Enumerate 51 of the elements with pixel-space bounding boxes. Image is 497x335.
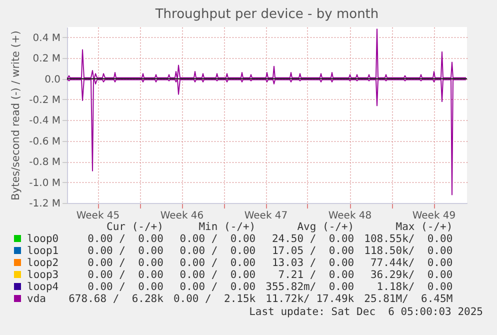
text: 25.81M/ 6.45M	[363, 293, 453, 305]
text: Cur (-/+)	[106, 221, 164, 233]
text: 0.00 / 0.00	[86, 245, 164, 257]
text: 678.68 / 6.28k	[68, 293, 164, 305]
y-tick-label: -0.2 M	[29, 94, 60, 106]
x-tick-label: Week 48	[328, 210, 372, 222]
text: 36.29k/ 0.00	[369, 269, 453, 281]
text: 0.00 / 0.00	[178, 245, 256, 257]
y-tick-label: -1.0 M	[29, 178, 60, 189]
text: 24.50 / 0.00	[270, 233, 354, 245]
text: 0.00 / 0.00	[178, 257, 256, 269]
x-tick-label: Week 49	[412, 210, 456, 222]
legend-label: vda	[26, 293, 47, 305]
text: Min (-/+)	[198, 221, 256, 233]
text: Last update: Sat Dec 6 05:00:03 2025	[249, 306, 483, 318]
text: Max (-/+)	[394, 221, 453, 233]
legend-label: loop4	[26, 281, 59, 293]
x-tick-label: Week 47	[244, 210, 288, 222]
text: 11.72k/ 17.49k	[264, 293, 354, 305]
text: Avg (-/+)	[296, 221, 354, 233]
x-tick-label: Week 45	[76, 210, 120, 222]
text: 355.82m/ 0.00	[264, 281, 354, 293]
y-tick-label: 0.0	[44, 74, 60, 86]
text: 0.00 / 0.00	[86, 281, 164, 293]
text: 0.00 / 0.00	[178, 233, 256, 245]
text: 118.50k/ 0.00	[363, 245, 453, 257]
text: 108.55k/ 0.00	[363, 233, 453, 245]
y-tick-label: -0.4 M	[29, 116, 60, 127]
chart-title: Throughput per device - by month	[154, 7, 379, 22]
text: 7.21 / 0.00	[277, 269, 354, 281]
text: 17.05 / 0.00	[270, 245, 354, 257]
y-tick-label: 0.2 M	[32, 54, 60, 65]
y-tick-label: -0.8 M	[29, 157, 60, 168]
x-tick-label: Week 46	[160, 210, 204, 222]
text: 0.00 / 0.00	[178, 269, 256, 281]
text: 77.44k/ 0.00	[369, 257, 453, 269]
text: 1.18k/ 0.00	[376, 281, 453, 293]
y-tick-label: 0.4 M	[32, 32, 60, 44]
text: 0.00 / 0.00	[86, 269, 164, 281]
text: 0.00 / 0.00	[86, 257, 164, 269]
legend-label: loop2	[26, 257, 59, 269]
y-tick-label: -1.2 M	[29, 198, 60, 210]
legend-label: loop3	[26, 269, 59, 281]
text: 13.03 / 0.00	[270, 257, 354, 269]
legend-label: loop0	[26, 233, 59, 245]
y-tick-label: -0.6 M	[29, 136, 60, 148]
text: 0.00 / 2.15k	[172, 293, 256, 305]
text: 0.00 / 0.00	[178, 281, 256, 293]
legend-label: loop1	[26, 245, 59, 257]
y-axis-title: Bytes/second read (-) / write (+)	[10, 30, 22, 200]
text: 0.00 / 0.00	[86, 233, 164, 245]
